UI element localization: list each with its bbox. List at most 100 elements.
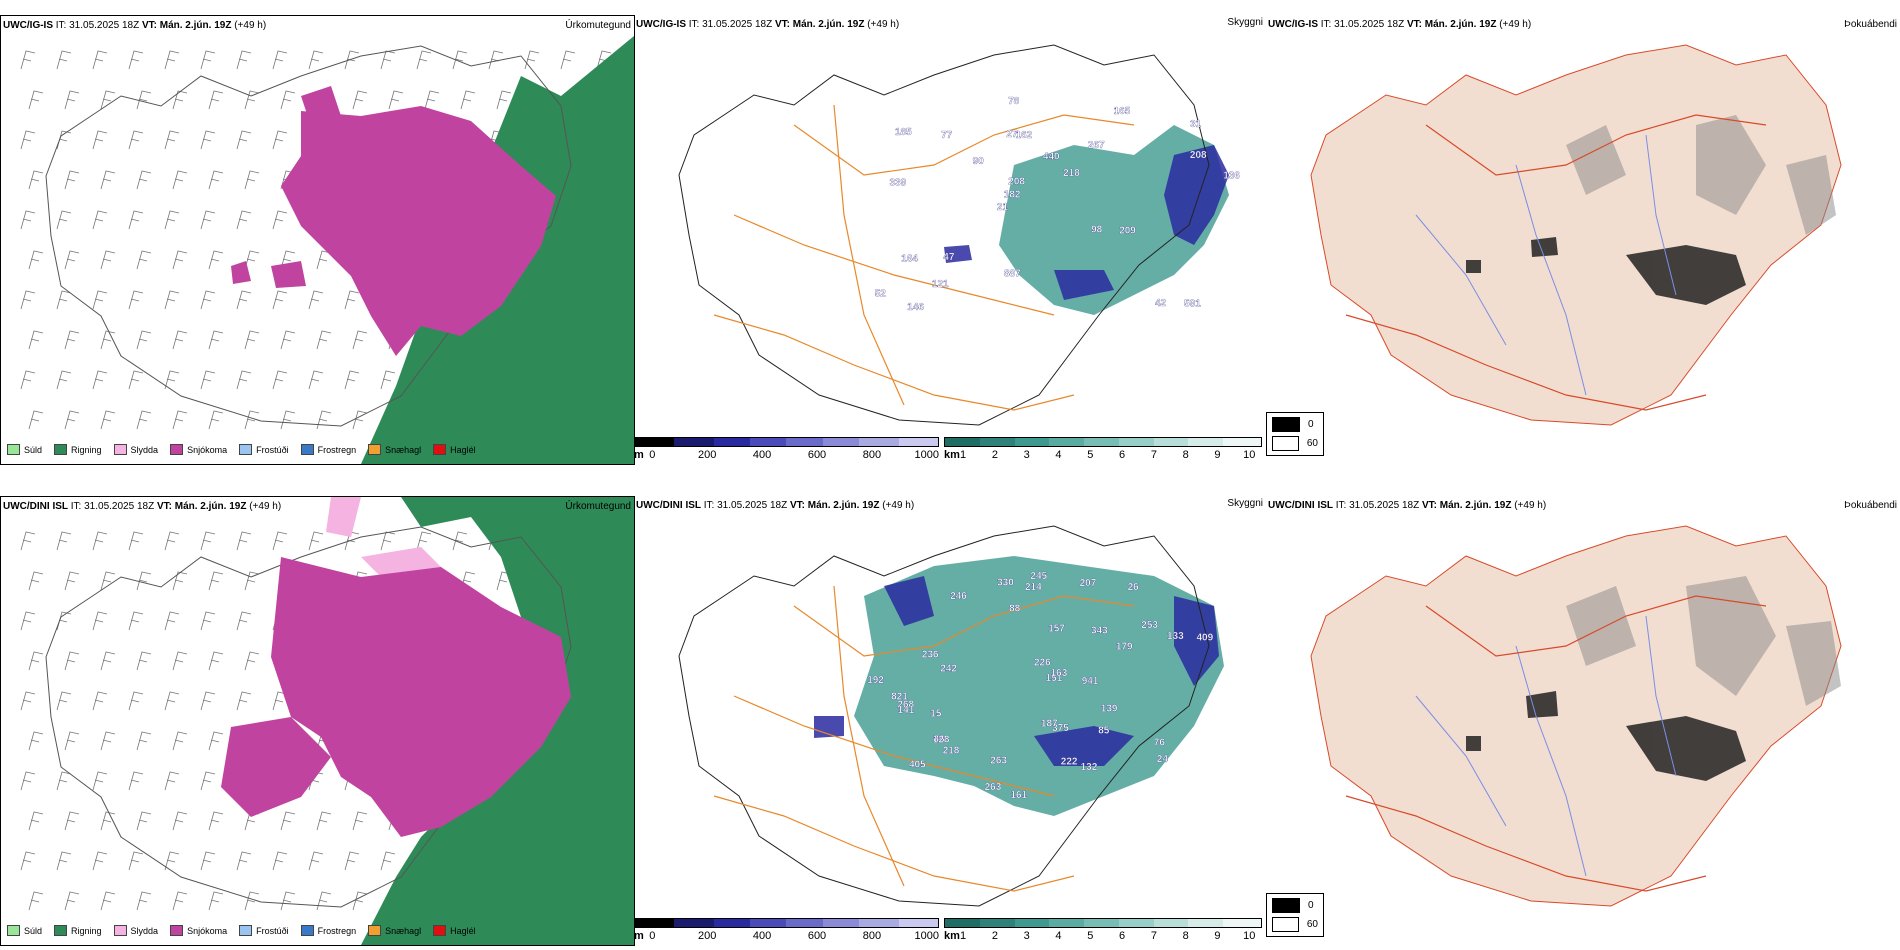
- wind-barb: [64, 410, 80, 430]
- visibility-labels: 591 339 31 21 267 146 27 440 164 90 52 121 162 218 209…: [875, 96, 1241, 313]
- wind-barb: [136, 90, 152, 110]
- wind-barb: [92, 691, 108, 711]
- wind-barb: [100, 170, 116, 190]
- wind-barb: [100, 571, 116, 591]
- visibility-value-label: 208: [1008, 177, 1025, 188]
- model-name: UWC/IG-IS: [3, 20, 53, 31]
- visibility-value-label: 246: [950, 591, 967, 602]
- vt-label: VT:: [1406, 19, 1422, 30]
- visibility-value-label: 218: [943, 746, 960, 757]
- wind-barb: [244, 891, 260, 911]
- wind-barb: [164, 691, 180, 711]
- fog-key-label: 60: [1306, 438, 1318, 449]
- wind-barb: [272, 130, 288, 150]
- scale-tick-label: 800: [862, 930, 882, 942]
- precip-panel-1: UWC/IG-IS IT: 31.05.2025 18Z VT: Mán. 2.…: [0, 15, 635, 465]
- visibility-value-label: 165: [1114, 106, 1131, 117]
- row2-fog-header: UWC/DINI ISL IT: 31.05.2025 18Z VT: Mán.…: [1268, 500, 1546, 511]
- wind-barb: [164, 50, 180, 70]
- wind-barb: [128, 50, 144, 70]
- legend-label: Frostregn: [317, 925, 357, 936]
- wind-barb: [208, 90, 224, 110]
- legend-label: Frostúði: [256, 444, 289, 455]
- wind-barb: [316, 410, 332, 430]
- scale-tick-label: 0: [649, 930, 656, 942]
- vt-label: VT:: [156, 501, 172, 512]
- vt-label: VT:: [141, 20, 157, 31]
- visibility-value-label: 76: [1154, 737, 1166, 748]
- vt-label: VT:: [774, 19, 790, 30]
- wind-barb: [136, 250, 152, 270]
- wind-barb: [496, 90, 512, 110]
- scale-tick-label: 1000: [914, 930, 940, 942]
- scale-tick-label: 5: [1087, 930, 1094, 942]
- wind-barb: [208, 731, 224, 751]
- scale-m-bar: [634, 918, 939, 928]
- legend-swatch: [54, 444, 68, 455]
- visibility-value-label: 591: [1184, 299, 1201, 310]
- vt-label: VT:: [1421, 500, 1437, 511]
- legend-swatch: [368, 925, 382, 936]
- lead-time: (+49 h): [249, 501, 282, 512]
- legend-label: Súld: [24, 925, 43, 936]
- wind-barb: [208, 651, 224, 671]
- wind-barb: [344, 370, 360, 390]
- visibility-value-label: 88: [933, 734, 945, 745]
- wind-barb: [136, 651, 152, 671]
- scale-m-unit: m: [634, 930, 644, 942]
- wind-barb: [172, 811, 188, 831]
- scale-tick-label: 1: [960, 930, 967, 942]
- wind-barb: [136, 330, 152, 350]
- iceland-outline: [678, 44, 1210, 426]
- wind-barb: [164, 130, 180, 150]
- wind-barb: [200, 531, 216, 551]
- wind-barb: [244, 651, 260, 671]
- visibility-value-label: 161: [1011, 790, 1028, 801]
- wind-barb: [244, 330, 260, 350]
- wind-barb: [128, 691, 144, 711]
- wind-barb: [236, 290, 252, 310]
- wind-barb: [136, 571, 152, 591]
- visibility-low-area: [944, 145, 1229, 300]
- scale-m-unit: m: [634, 449, 644, 461]
- wind-barb: [56, 851, 72, 871]
- wind-barb: [280, 90, 296, 110]
- visibility-value-label: 209: [1119, 226, 1136, 237]
- wind-barb: [128, 210, 144, 230]
- visibility-value-label: 164: [901, 253, 918, 264]
- visibility-value-label: 214: [1025, 582, 1042, 593]
- legend-swatch: [300, 925, 314, 936]
- fog-key-row: 0: [1272, 898, 1318, 913]
- wind-barb: [92, 210, 108, 230]
- wind-barb: [352, 330, 368, 350]
- iceland-land: [1310, 525, 1842, 907]
- visibility-value-label: 27: [1006, 129, 1018, 140]
- wind-barb: [352, 90, 368, 110]
- wind-barb: [100, 651, 116, 671]
- visibility-value-label: 151: [1046, 673, 1063, 684]
- visibility-value-label: 187: [1041, 719, 1058, 730]
- wind-barb: [172, 571, 188, 591]
- wind-barb: [20, 290, 36, 310]
- legend-label: Haglél: [450, 925, 476, 936]
- wind-barb: [236, 130, 252, 150]
- wind-barb: [164, 771, 180, 791]
- legend-item: Snæhagl: [368, 925, 421, 936]
- snow-area: [231, 86, 556, 356]
- visibility-value-label: 52: [875, 289, 887, 300]
- visibility-value-label: 88: [1009, 604, 1021, 615]
- legend-item: Frostúði: [239, 444, 289, 455]
- wind-barb: [164, 611, 180, 631]
- fog-key-row: 60: [1272, 436, 1318, 451]
- model-name: UWC/DINI ISL: [3, 501, 68, 512]
- visibility-value-label: 267: [1088, 140, 1105, 151]
- visibility-value-label: 236: [922, 649, 939, 660]
- scale-tick-label: 2: [991, 449, 998, 461]
- row2-vis-header: UWC/DINI ISL IT: 31.05.2025 18Z VT: Mán.…: [636, 500, 914, 511]
- wind-barb: [20, 531, 36, 551]
- rain-area: [361, 497, 634, 945]
- legend-item: Slydda: [113, 925, 158, 936]
- scale-tick-label: 4: [1055, 930, 1062, 942]
- visibility-value-label: 405: [909, 760, 926, 771]
- legend-item: Frostúði: [239, 925, 289, 936]
